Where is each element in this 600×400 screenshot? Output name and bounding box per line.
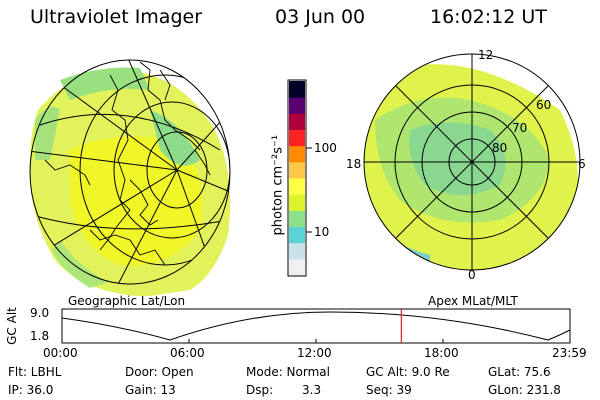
mlt-label-12: 12 — [478, 48, 494, 62]
colorbar-swatch — [289, 242, 305, 260]
colorbar-swatch — [289, 210, 305, 227]
geographic-caption: Geographic Lat/Lon — [68, 294, 186, 308]
timeline-xtick: 18:00 — [424, 346, 459, 360]
colorbar-tick-10: 10 — [314, 225, 330, 239]
door-value: Door: Open — [125, 365, 194, 379]
altitude-curve — [61, 311, 571, 341]
mlat-label-60: 60 — [536, 98, 552, 112]
colorbar-swatch — [289, 145, 305, 163]
dsp-value: 3.3 — [302, 383, 322, 397]
glon-value: GLon: 231.8 — [488, 383, 561, 397]
dsp-label: Dsp: — [246, 383, 274, 397]
timeline-ytick-top: 9.0 — [30, 306, 50, 320]
filter-value: Flt: LBHL — [8, 365, 62, 379]
glat-value: GLat: 75.6 — [488, 365, 551, 379]
timeline-xtick: 06:00 — [170, 346, 205, 360]
apex-emission-image — [364, 64, 578, 270]
altitude-timeline — [61, 308, 571, 344]
mlat-label-80: 80 — [492, 141, 508, 155]
colorbar-swatch — [289, 258, 305, 276]
colorbar — [287, 79, 312, 277]
mlat-label-70: 70 — [512, 121, 528, 135]
colorbar-swatch — [289, 178, 305, 195]
image-time: 16:02:12 UT — [430, 6, 547, 28]
timeline-ylabel: GC Alt — [5, 307, 19, 345]
geo-grid — [29, 59, 231, 285]
instrument-title: Ultraviolet Imager — [30, 6, 203, 28]
colorbar-swatch — [289, 161, 305, 179]
colorbar-swatch — [289, 226, 305, 244]
image-date: 03 Jun 00 — [275, 6, 366, 28]
timeline-xtick: 23:59 — [552, 346, 587, 360]
mlt-label-6: 6 — [578, 157, 586, 171]
mlt-label-0: 0 — [468, 268, 476, 282]
timeline-xtick: 12:00 — [297, 346, 332, 360]
colorbar-unit-label: photon cm⁻²s⁻¹ — [270, 134, 286, 236]
geo-coastlines — [44, 61, 211, 266]
colorbar-swatch — [289, 97, 305, 114]
colorbar-swatch — [289, 194, 305, 211]
colorbar-swatch — [289, 113, 305, 130]
ip-value: IP: 36.0 — [8, 383, 54, 397]
gc-alt-value: GC Alt: 9.0 Re — [366, 365, 450, 379]
timeline-ytick-bottom: 1.8 — [30, 329, 50, 343]
colorbar-swatch — [289, 129, 305, 147]
mode-value: Mode: Normal — [246, 365, 330, 379]
gain-value: Gain: 13 — [125, 383, 176, 397]
timeline-xtick: 00:00 — [43, 346, 78, 360]
mlt-label-18: 18 — [346, 157, 362, 171]
apex-grid — [363, 53, 581, 271]
apex-caption: Apex MLat/MLT — [428, 294, 518, 308]
colorbar-swatch — [289, 81, 305, 98]
colorbar-tick-100: 100 — [314, 141, 337, 155]
seq-value: Seq: 39 — [366, 383, 412, 397]
